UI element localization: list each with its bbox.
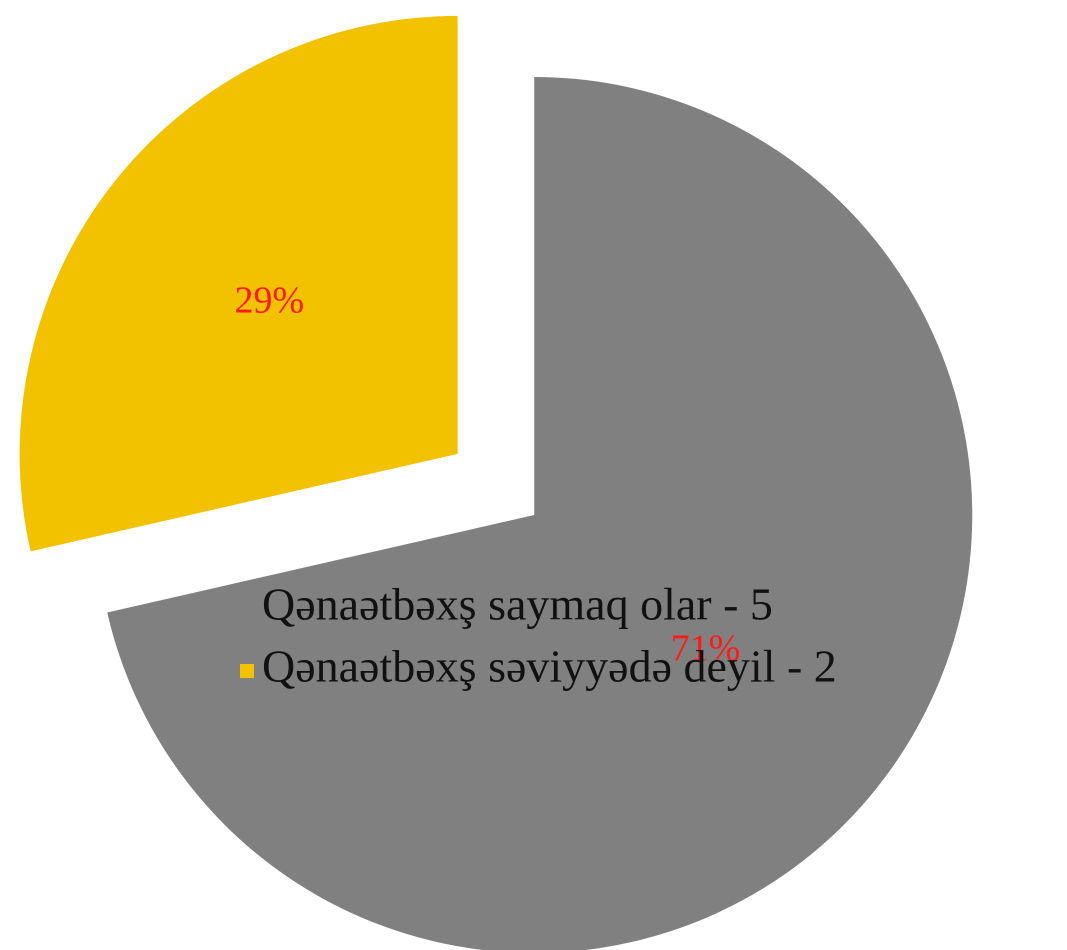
- pie-slice-2: [19, 15, 458, 552]
- legend: Qənaətbəxş saymaq olar - 5 Qənaətbəxş səv…: [240, 579, 837, 692]
- legend-entry-2: Qənaətbəxş səviyyədə deyil - 2: [262, 641, 837, 692]
- pie-data-labels: 71% 29%: [234, 279, 740, 669]
- pie-slice-1: [107, 76, 973, 950]
- legend-entry-1: Qənaətbəxş saymaq olar - 5: [262, 579, 773, 630]
- data-label-2: 29%: [234, 279, 304, 321]
- legend-marker-1: [240, 602, 254, 616]
- data-label-1: 71%: [671, 627, 741, 669]
- pie-slices: [19, 15, 973, 950]
- legend-marker-2: [240, 664, 254, 678]
